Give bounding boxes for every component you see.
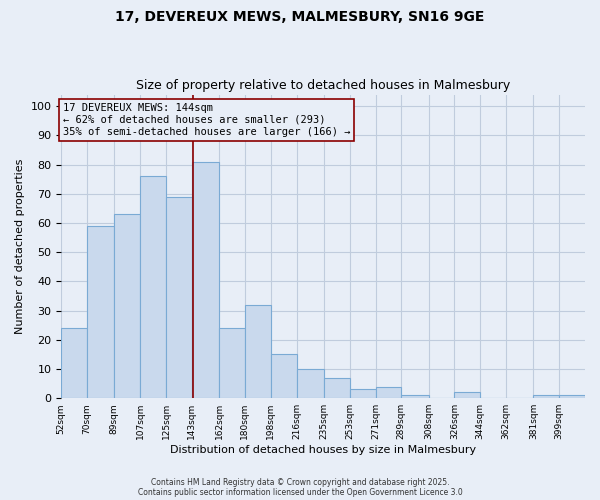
Bar — [219, 328, 245, 398]
Bar — [559, 396, 585, 398]
Bar — [324, 378, 350, 398]
Text: Contains HM Land Registry data © Crown copyright and database right 2025.
Contai: Contains HM Land Registry data © Crown c… — [137, 478, 463, 497]
Bar — [271, 354, 296, 398]
Bar — [192, 162, 219, 398]
Bar — [454, 392, 480, 398]
Bar — [533, 396, 559, 398]
Title: Size of property relative to detached houses in Malmesbury: Size of property relative to detached ho… — [136, 79, 510, 92]
Bar — [401, 396, 428, 398]
Bar — [140, 176, 166, 398]
Bar — [166, 196, 192, 398]
Bar — [115, 214, 140, 398]
Bar — [61, 328, 87, 398]
Bar — [350, 390, 376, 398]
Text: 17, DEVEREUX MEWS, MALMESBURY, SN16 9GE: 17, DEVEREUX MEWS, MALMESBURY, SN16 9GE — [115, 10, 485, 24]
X-axis label: Distribution of detached houses by size in Malmesbury: Distribution of detached houses by size … — [170, 445, 476, 455]
Bar — [296, 369, 324, 398]
Y-axis label: Number of detached properties: Number of detached properties — [15, 158, 25, 334]
Text: 17 DEVEREUX MEWS: 144sqm
← 62% of detached houses are smaller (293)
35% of semi-: 17 DEVEREUX MEWS: 144sqm ← 62% of detach… — [63, 104, 350, 136]
Bar — [245, 305, 271, 398]
Bar — [87, 226, 115, 398]
Bar — [376, 386, 401, 398]
